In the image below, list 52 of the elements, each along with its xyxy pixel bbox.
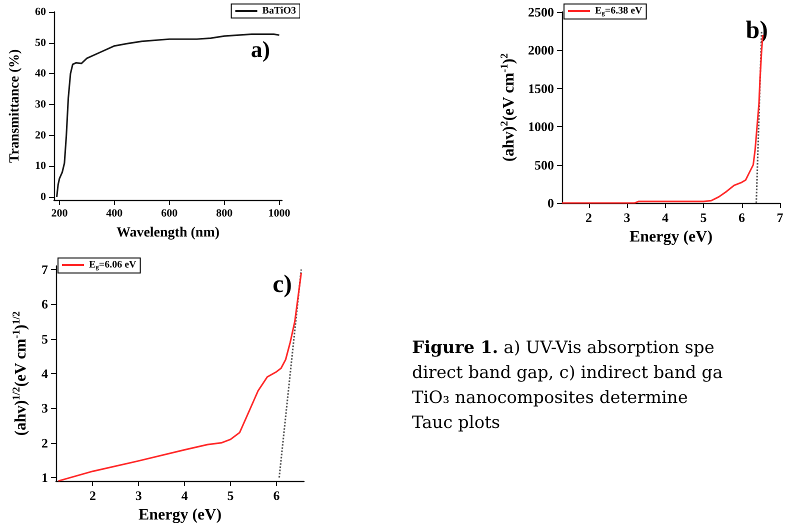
x-tick-label: 5 [227,488,234,503]
y-tick-label: 30 [35,98,46,110]
y-tick-label: 5 [42,331,48,346]
x-tick-label: 6 [273,488,280,503]
x-tick-label: 2 [89,488,96,503]
x-tick-label: 3 [135,488,142,503]
annotation: b) [746,17,768,44]
x-tick-label: 4 [181,488,188,503]
y-tick-label: 2 [42,435,48,450]
y-tick-label: 2500 [528,4,554,20]
x-tick-label: 7 [776,210,784,225]
line-series [56,33,280,198]
text: direct band gap, c) indirect band ga [412,362,724,385]
y-tick-label: 4 [42,366,48,381]
y-tick-label: 50 [35,36,46,49]
legend-label: BaTiO3 [262,6,296,16]
y-tick-label: 40 [35,68,46,80]
line-series [57,272,302,482]
x-axis-title: Wavelength (nm) [116,226,220,240]
y-tick-label: 60 [35,6,46,18]
text: Tauc plots [412,412,502,435]
x-axis-title: Energy (eV) [138,506,222,524]
y-tick-label: 20 [35,129,46,142]
y-axis-title: (ahv)1/2(eV cm-1)1/2 [12,311,30,436]
text: TiO₃ nanocomposites determine [412,387,689,410]
y-tick-label: 0 [548,196,554,210]
x-tick-label: 200 [51,208,68,220]
y-tick-label: 7 [42,262,48,277]
caption: Figure 1. a) UV-Vis absorption spe [412,338,714,358]
y-tick-label: 0 [40,190,46,203]
y-tick-label: 500 [534,157,554,172]
y-tick-label: 6 [42,296,48,312]
y-tick-label: 1 [42,470,48,486]
x-axis-title: Energy (eV) [629,228,713,246]
y-axis-title: Transmittance (%) [8,48,22,163]
x-tick-label: 400 [106,208,124,220]
annotation: a) [250,37,270,62]
y-tick-label: 10 [35,160,46,172]
x-tick-label: 3 [624,210,631,225]
y-tick-label: 2000 [528,42,554,58]
y-axis-title: (ahv)2(eV cm-1)2 [500,53,518,162]
y-tick-label: 3 [42,400,48,416]
y-tick-label: 1500 [528,80,554,96]
x-tick-label: 1000 [268,208,291,220]
x-tick-label: 800 [216,208,234,220]
y-tick-label: 1000 [528,119,554,134]
x-tick-label: 6 [738,210,746,225]
x-tick-label: 600 [161,208,178,220]
x-tick-label: 5 [700,210,708,225]
annotation: c) [272,271,292,298]
x-tick-label: 2 [586,210,592,225]
x-tick-label: 4 [662,210,670,225]
